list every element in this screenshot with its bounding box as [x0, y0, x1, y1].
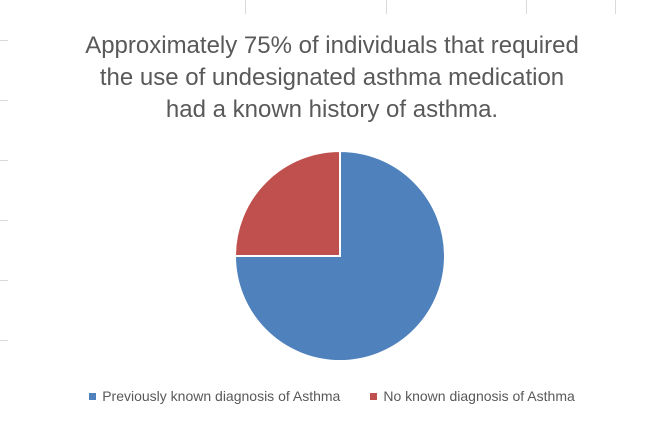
- gridline: [0, 340, 8, 341]
- gridline: [245, 0, 246, 18]
- gridline: [0, 40, 8, 41]
- gridline: [386, 0, 387, 18]
- pie-chart: [233, 149, 446, 362]
- chart-title: Approximately 75% of individuals that re…: [8, 30, 656, 126]
- gridline: [0, 280, 8, 281]
- gridline: [0, 160, 8, 161]
- chart-title-line-3: had a known history of asthma.: [165, 96, 499, 123]
- chart-title-line-2: the use of undesignated asthma medicatio…: [99, 64, 565, 91]
- legend-label-1: No known diagnosis of Asthma: [383, 388, 575, 404]
- chart-title-line-1: Approximately 75% of individuals that re…: [85, 32, 579, 59]
- gridline: [526, 0, 527, 18]
- legend-label-0: Previously known diagnosis of Asthma: [102, 388, 341, 404]
- gridline: [0, 220, 8, 221]
- gridline: [615, 0, 616, 18]
- chart-area[interactable]: Approximately 75% of individuals that re…: [8, 14, 656, 418]
- pie-slice-1[interactable]: [233, 149, 341, 257]
- chart-legend: Previously known diagnosis of Asthma No k…: [8, 388, 656, 404]
- legend-item-0[interactable]: Previously known diagnosis of Asthma: [89, 388, 340, 404]
- legend-swatch-1: [370, 392, 378, 400]
- gridline: [0, 100, 8, 101]
- legend-swatch-0: [89, 392, 97, 400]
- legend-item-1[interactable]: No known diagnosis of Asthma: [370, 388, 575, 404]
- pie-slice-0[interactable]: [233, 149, 446, 362]
